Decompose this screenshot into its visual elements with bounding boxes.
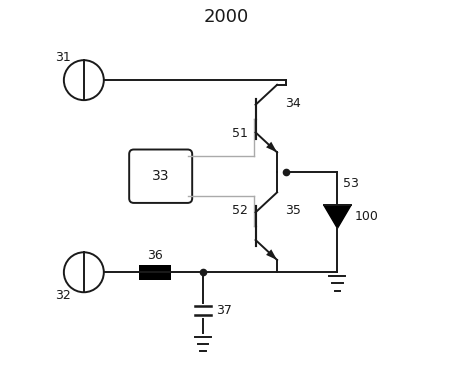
FancyBboxPatch shape xyxy=(129,149,192,203)
Text: 100: 100 xyxy=(354,210,378,223)
Text: 35: 35 xyxy=(285,204,301,217)
Text: 37: 37 xyxy=(216,304,232,317)
Bar xyxy=(138,265,171,279)
Polygon shape xyxy=(266,142,276,152)
Polygon shape xyxy=(323,205,350,228)
Text: 32: 32 xyxy=(55,289,70,302)
Text: 31: 31 xyxy=(55,51,70,63)
Text: 53: 53 xyxy=(342,177,358,190)
Text: 51: 51 xyxy=(231,127,247,140)
Text: 36: 36 xyxy=(147,249,162,262)
Text: 33: 33 xyxy=(152,169,169,183)
Text: 2000: 2000 xyxy=(203,8,248,26)
Polygon shape xyxy=(266,249,276,260)
Text: 52: 52 xyxy=(231,204,247,217)
Text: 34: 34 xyxy=(285,97,301,110)
